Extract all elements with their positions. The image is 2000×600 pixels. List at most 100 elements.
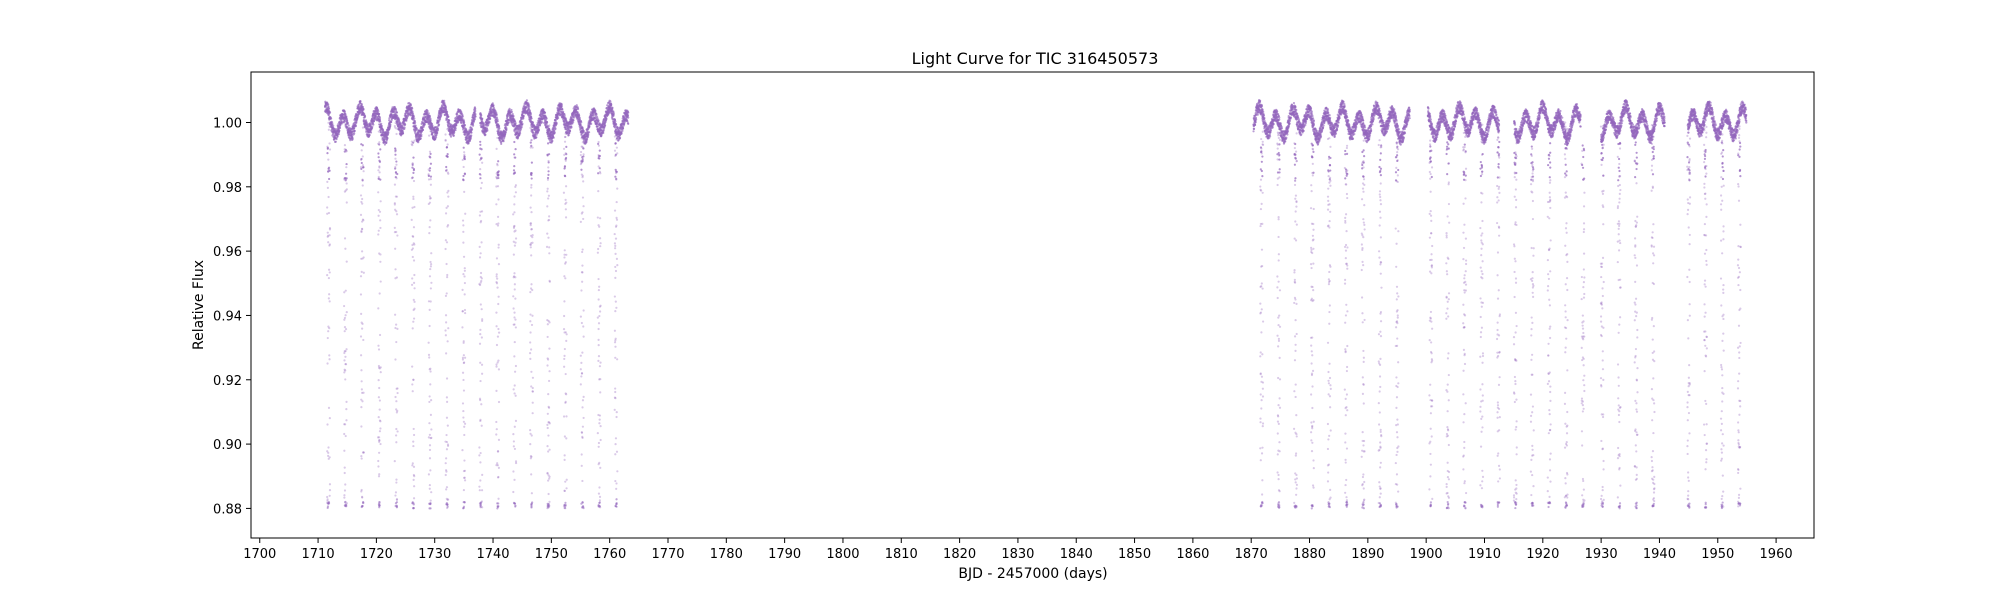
flux-point [467, 142, 470, 145]
flux-point [474, 110, 477, 113]
flux-point [1342, 100, 1345, 103]
flux-point [1377, 104, 1380, 108]
flux-point [1376, 101, 1379, 105]
flux-point [385, 140, 388, 143]
flux-point [568, 129, 572, 132]
flux-point [369, 131, 373, 134]
flux-point [460, 121, 463, 125]
flux-point [354, 125, 357, 128]
flux-point [495, 116, 499, 119]
flux-point [1318, 139, 1321, 142]
flux-point [1252, 127, 1256, 131]
flux-point [519, 128, 522, 131]
flux-point [594, 109, 597, 113]
flux-point [1371, 123, 1374, 126]
flux-point [1327, 111, 1330, 115]
flux-point [440, 112, 443, 115]
flux-point [372, 123, 375, 126]
flux-point [372, 119, 375, 122]
flux-point [327, 103, 330, 106]
flux-point [455, 113, 459, 116]
flux-point [627, 122, 630, 125]
flux-point [390, 118, 393, 122]
flux-point [343, 110, 346, 113]
flux-point [1254, 121, 1257, 124]
flux-point [388, 117, 391, 120]
flux-point [525, 106, 528, 109]
flux-point [437, 123, 441, 126]
flux-point [338, 129, 341, 132]
flux-point [1288, 119, 1292, 122]
flux-point [553, 131, 556, 134]
flux-point [582, 129, 585, 133]
flux-point [529, 113, 532, 116]
flux-point [1385, 130, 1388, 133]
flux-point [528, 105, 531, 108]
flux-point [439, 114, 443, 117]
flux-point [474, 107, 477, 110]
flux-point [520, 120, 524, 123]
flux-point [406, 114, 410, 118]
flux-point [379, 120, 382, 123]
flux-point [1346, 116, 1349, 119]
flux-point [604, 124, 607, 127]
flux-point [376, 108, 379, 111]
flux-point [586, 135, 590, 139]
flux-point [1310, 110, 1313, 113]
flux-point [481, 117, 484, 120]
flux-point [411, 112, 415, 115]
flux-point [1285, 136, 1288, 139]
flux-point [404, 123, 407, 126]
flux-point [337, 133, 340, 136]
flux-point [1343, 102, 1346, 106]
flux-point [538, 124, 542, 127]
flux-point [471, 122, 475, 125]
flux-point [357, 115, 360, 118]
flux-point [401, 130, 404, 133]
flux-point [1351, 137, 1355, 140]
flux-point [1312, 119, 1315, 123]
flux-point [399, 122, 403, 125]
flux-point [380, 122, 383, 126]
flux-point [443, 99, 446, 102]
flux-point [327, 107, 331, 110]
flux-point [1286, 133, 1289, 136]
flux-point [346, 126, 349, 129]
flux-point [525, 99, 529, 102]
flux-point [620, 132, 623, 135]
flux-point [448, 119, 451, 122]
flux-point [453, 131, 456, 134]
flux-point [520, 125, 523, 128]
flux-point [1335, 128, 1339, 131]
flux-point [621, 129, 624, 132]
flux-point [1256, 113, 1259, 116]
flux-point [347, 124, 350, 127]
flux-point [552, 136, 555, 139]
flux-point [362, 107, 365, 111]
flux-point [1269, 129, 1272, 132]
flux-point [1343, 105, 1346, 108]
flux-point [555, 121, 558, 125]
flux-point [454, 128, 457, 132]
flux-point [1295, 108, 1298, 112]
flux-point [463, 123, 467, 127]
flux-point [470, 134, 473, 137]
flux-point [1254, 123, 1257, 127]
flux-point [1378, 109, 1381, 112]
flux-point [417, 141, 420, 144]
flux-point [590, 122, 593, 125]
flux-point [1252, 130, 1255, 133]
flux-point [588, 131, 591, 134]
flux-point [334, 140, 337, 143]
flux-point [346, 122, 349, 125]
flux-point [449, 135, 453, 138]
flux-point [423, 123, 426, 126]
flux-point [1260, 105, 1264, 108]
flux-point [495, 113, 498, 116]
flux-point [361, 105, 364, 109]
flux-point [1288, 122, 1291, 125]
flux-point [1280, 127, 1283, 130]
flux-point [1382, 121, 1385, 124]
flux-point [351, 136, 354, 140]
